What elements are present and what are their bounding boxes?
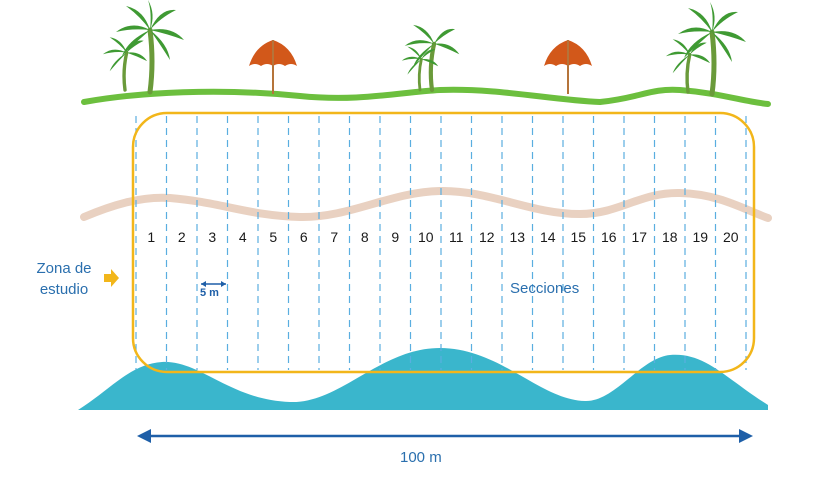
spacing-label: 5 m	[200, 287, 219, 299]
section-number: 15	[570, 229, 587, 245]
section-number: 6	[299, 229, 308, 245]
section-number: 12	[478, 229, 495, 245]
grass-line	[81, 86, 771, 107]
beach-umbrella-icon	[543, 39, 593, 95]
section-number: 18	[661, 229, 678, 245]
section-number: 5	[269, 229, 278, 245]
section-number: 13	[509, 229, 526, 245]
pointer-arrow-icon	[104, 269, 119, 287]
palm-tree-icon	[664, 2, 746, 94]
sea-waves	[78, 348, 768, 410]
section-number: 3	[208, 229, 217, 245]
spacing-arrow	[201, 281, 226, 287]
section-number: 16	[600, 229, 617, 245]
sections-label: Secciones	[510, 280, 580, 297]
section-number: 19	[692, 229, 709, 245]
beach-umbrella-icon	[248, 39, 298, 95]
section-number: 10	[417, 229, 434, 245]
total-length-arrow	[137, 429, 753, 443]
section-number: 4	[238, 229, 247, 245]
palm-tree-icon	[400, 25, 460, 90]
section-number: 9	[391, 229, 400, 245]
sand-line	[80, 186, 772, 222]
study-zone-label-line2: estudio	[39, 281, 89, 298]
palm-tree-icon	[101, 0, 184, 92]
total-length-label: 100 m	[400, 449, 442, 466]
section-number: 8	[360, 229, 369, 245]
section-divider-lines	[135, 116, 747, 370]
section-number: 17	[631, 229, 648, 245]
study-zone-label: Zona de estudio	[28, 258, 100, 300]
section-number: 7	[330, 229, 339, 245]
section-number: 2	[177, 229, 186, 245]
study-zone-label-line1: Zona de	[36, 260, 92, 277]
study-zone-border	[131, 111, 756, 374]
section-number: 20	[722, 229, 739, 245]
section-number: 11	[448, 229, 464, 245]
section-number: 1	[147, 229, 156, 245]
section-number: 14	[539, 229, 556, 245]
